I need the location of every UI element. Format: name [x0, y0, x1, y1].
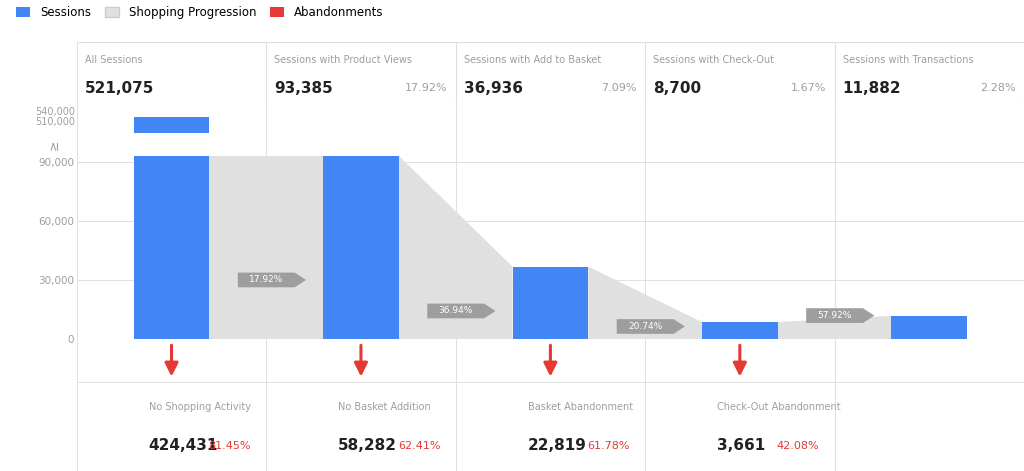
Bar [891, 316, 968, 339]
Text: 17.92%: 17.92% [404, 83, 447, 93]
Polygon shape [399, 156, 513, 339]
Text: 81.45%: 81.45% [209, 441, 251, 451]
Text: Basket Abandonment: Basket Abandonment [527, 402, 633, 412]
Polygon shape [427, 304, 496, 318]
Text: 7.09%: 7.09% [601, 83, 637, 93]
Text: 22,819: 22,819 [527, 439, 587, 454]
Bar [324, 156, 399, 339]
Text: Sessions with Check-Out: Sessions with Check-Out [653, 55, 774, 65]
Polygon shape [589, 267, 702, 339]
Text: 11,882: 11,882 [843, 81, 901, 96]
Bar [133, 156, 210, 339]
Bar [133, 117, 210, 133]
Text: 36,936: 36,936 [464, 81, 523, 96]
Text: 42.08%: 42.08% [777, 441, 819, 451]
Text: No Shopping Activity: No Shopping Activity [148, 402, 251, 412]
Text: 424,431: 424,431 [148, 439, 218, 454]
Text: 57.92%: 57.92% [817, 311, 852, 320]
Polygon shape [210, 156, 324, 339]
Polygon shape [616, 319, 685, 334]
Text: 17.92%: 17.92% [249, 276, 284, 284]
Text: ≥: ≥ [47, 139, 60, 150]
Text: 3,661: 3,661 [717, 439, 765, 454]
Bar [132, 137, 211, 153]
Polygon shape [806, 308, 874, 323]
Text: 521,075: 521,075 [85, 81, 155, 96]
Text: 2.28%: 2.28% [980, 83, 1016, 93]
Text: 62.41%: 62.41% [398, 441, 440, 451]
Legend: Sessions, Shopping Progression, Abandonments: Sessions, Shopping Progression, Abandonm… [16, 6, 383, 19]
Text: All Sessions: All Sessions [85, 55, 142, 65]
Text: 58,282: 58,282 [338, 439, 397, 454]
Text: Sessions with Product Views: Sessions with Product Views [274, 55, 413, 65]
Text: Sessions with Add to Basket: Sessions with Add to Basket [464, 55, 601, 65]
Text: 20.74%: 20.74% [628, 322, 663, 331]
Text: 510,000: 510,000 [35, 117, 75, 127]
Bar [513, 267, 588, 339]
Polygon shape [238, 273, 306, 287]
Text: 36.94%: 36.94% [438, 307, 473, 316]
Text: 61.78%: 61.78% [588, 441, 630, 451]
Text: 8,700: 8,700 [653, 81, 701, 96]
Text: 93,385: 93,385 [274, 81, 333, 96]
Text: Sessions with Transactions: Sessions with Transactions [843, 55, 974, 65]
Bar [702, 322, 778, 339]
Polygon shape [778, 316, 891, 339]
Text: 540,000: 540,000 [35, 107, 75, 117]
Text: No Basket Addition: No Basket Addition [338, 402, 431, 412]
Text: 1.67%: 1.67% [791, 83, 826, 93]
Text: Check-Out Abandonment: Check-Out Abandonment [717, 402, 841, 412]
